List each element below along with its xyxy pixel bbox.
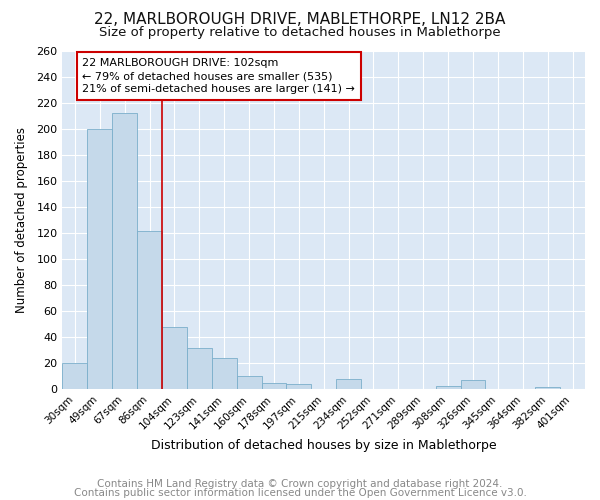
Bar	[137, 231, 162, 390]
Y-axis label: Number of detached properties: Number of detached properties	[15, 128, 28, 314]
Bar	[187, 348, 212, 390]
Bar	[112, 112, 137, 390]
Text: 22 MARLBOROUGH DRIVE: 102sqm
← 79% of detached houses are smaller (535)
21% of s: 22 MARLBOROUGH DRIVE: 102sqm ← 79% of de…	[82, 58, 355, 94]
Bar	[262, 383, 286, 390]
Text: Contains public sector information licensed under the Open Government Licence v3: Contains public sector information licen…	[74, 488, 526, 498]
X-axis label: Distribution of detached houses by size in Mablethorpe: Distribution of detached houses by size …	[151, 440, 497, 452]
Bar	[336, 379, 361, 390]
Bar	[535, 387, 560, 390]
Bar	[88, 130, 112, 390]
Text: Contains HM Land Registry data © Crown copyright and database right 2024.: Contains HM Land Registry data © Crown c…	[97, 479, 503, 489]
Bar	[286, 384, 311, 390]
Bar	[461, 380, 485, 390]
Text: Size of property relative to detached houses in Mablethorpe: Size of property relative to detached ho…	[99, 26, 501, 39]
Bar	[62, 364, 88, 390]
Bar	[212, 358, 236, 390]
Bar	[162, 327, 187, 390]
Bar	[436, 386, 461, 390]
Text: 22, MARLBOROUGH DRIVE, MABLETHORPE, LN12 2BA: 22, MARLBOROUGH DRIVE, MABLETHORPE, LN12…	[94, 12, 506, 28]
Bar	[236, 376, 262, 390]
